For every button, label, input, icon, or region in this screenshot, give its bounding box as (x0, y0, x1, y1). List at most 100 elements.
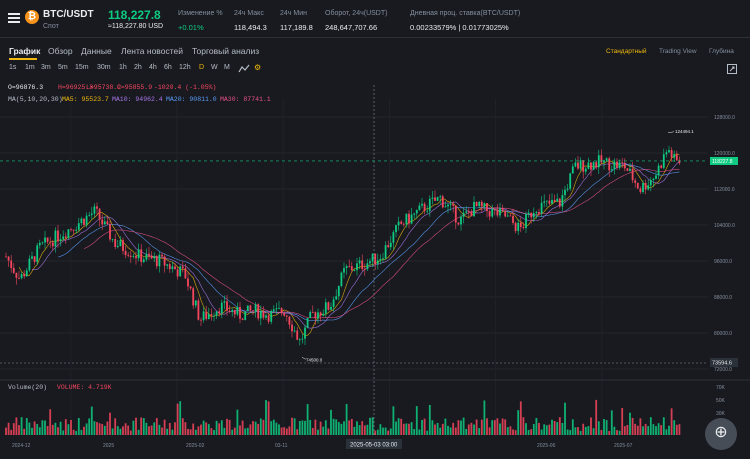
candle-body (335, 296, 338, 300)
interval-3m[interactable]: 3m (41, 64, 51, 71)
candle-body (311, 312, 314, 313)
candle-body (184, 268, 187, 279)
volume-bar (558, 417, 561, 435)
menu-icon[interactable] (8, 13, 20, 24)
interval-4h[interactable]: 4h (149, 64, 157, 71)
candle-body (636, 182, 639, 189)
candle-body (597, 155, 600, 168)
tab-overview[interactable]: Обзор (48, 46, 73, 56)
candle-body (345, 266, 348, 269)
volume-bar (496, 418, 499, 435)
candle-body (353, 270, 356, 271)
tab-news[interactable]: Лента новостей (121, 46, 183, 56)
volume-bar (119, 428, 122, 435)
volume-bar (366, 424, 369, 435)
volume-bar (512, 429, 514, 435)
volume-bar (462, 417, 465, 435)
volume-bar (470, 422, 473, 435)
interval-1mo[interactable]: M (224, 64, 230, 71)
pair-name[interactable]: BTC/USDT (43, 9, 94, 20)
volume-bar (361, 421, 364, 435)
candle-body (501, 208, 504, 211)
candle-body (114, 239, 117, 247)
candle-body (639, 188, 642, 193)
candle-body (239, 306, 241, 319)
candle-body (553, 199, 556, 202)
interval-30m[interactable]: 30m (97, 64, 111, 71)
interval-6h[interactable]: 6h (164, 64, 172, 71)
volume-bar (283, 427, 286, 435)
volume-bar (335, 419, 338, 435)
interval-1w[interactable]: W (211, 64, 218, 71)
candle-body (111, 239, 114, 240)
volume-bar (254, 421, 257, 435)
interval-1d[interactable]: D (199, 64, 205, 71)
interval-12h[interactable]: 12h (179, 64, 191, 71)
volume-bar (400, 418, 403, 435)
candle-body (285, 315, 288, 317)
volume-bar (655, 426, 657, 435)
interval-1s[interactable]: 1s (9, 64, 17, 71)
volume-bar (660, 425, 663, 435)
candle-body (174, 266, 176, 270)
interval-15m[interactable]: 15m (75, 64, 89, 71)
candle-body (124, 250, 127, 256)
volume-bar (205, 422, 208, 435)
tab-chart[interactable]: График (9, 46, 41, 56)
settings-icon[interactable]: ⚙ (254, 63, 262, 72)
volume-bar (246, 427, 249, 435)
indicator-icon[interactable] (238, 64, 250, 74)
candlestick-chart[interactable]: 128000.0 120000.0 112000.0 104000.0 96000.0 8… (0, 79, 750, 459)
volume-bar (649, 417, 652, 435)
candle-body (457, 222, 460, 225)
interval-1h[interactable]: 1h (119, 64, 127, 71)
candle-body (197, 300, 200, 320)
candle-body (348, 266, 351, 267)
price-tick: 72000.0 (714, 367, 732, 373)
volume-bar (163, 419, 166, 435)
volume-bar (57, 427, 59, 435)
volume-bar (551, 419, 553, 435)
interval-1m[interactable]: 1m (25, 64, 35, 71)
interval-2h[interactable]: 2h (134, 64, 142, 71)
view-standard[interactable]: Стандартный (606, 48, 647, 55)
candle-body (145, 253, 148, 260)
tab-analysis[interactable]: Торговый анализ (192, 46, 260, 56)
volume-bar (363, 425, 366, 435)
volume-bar (493, 420, 496, 435)
candle-body (582, 160, 585, 172)
volume-bar (678, 424, 681, 435)
volume-bar (200, 424, 202, 435)
volume-bar (98, 423, 101, 435)
volume-bar (616, 430, 618, 435)
view-tradingview[interactable]: Trading View (659, 48, 697, 55)
expand-icon[interactable] (727, 64, 737, 74)
view-depth[interactable]: Глубина (709, 48, 734, 55)
candle-body (205, 311, 208, 319)
volume-bar (353, 426, 356, 435)
candle-body (642, 183, 644, 193)
stat-turnover-label: Оборот, 24ч(USDT) (325, 10, 388, 17)
candles (5, 145, 681, 346)
candle-body (647, 185, 650, 190)
candle-body (257, 304, 260, 319)
candle-body (366, 263, 369, 270)
last-price: 118,227.8 (108, 8, 161, 22)
candle-body (161, 254, 163, 257)
volume-bar (647, 426, 650, 435)
candle-body (657, 165, 660, 176)
volume-bar (259, 418, 262, 435)
candle-body (5, 256, 7, 258)
ma20-line (57, 164, 680, 322)
volume-bar (59, 421, 62, 435)
volume-bar (600, 429, 603, 435)
volume-bar (506, 427, 509, 435)
candle-body (400, 221, 403, 224)
candle-body (600, 155, 603, 163)
tab-data[interactable]: Данные (81, 46, 112, 56)
volume-bar (639, 418, 642, 435)
interval-5m[interactable]: 5m (58, 64, 68, 71)
legend-close: C=95855.9 (117, 84, 153, 91)
candle-body (340, 272, 343, 287)
zoom-icon[interactable]: ⊕ (705, 418, 737, 450)
